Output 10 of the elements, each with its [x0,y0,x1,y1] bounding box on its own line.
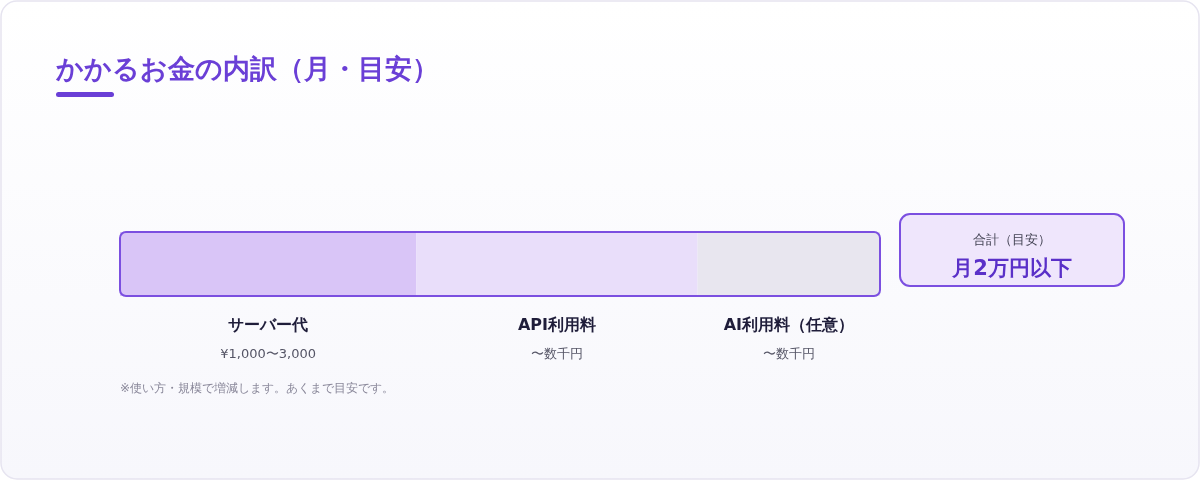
chart-title: かかるお金の内訳（月・目安） [55,53,439,84]
text: 合計（目安） [973,232,1051,247]
text: 月2万円以下 [951,256,1072,280]
text: ※使い方・規模で増減します。あくまで目安です。 [120,381,395,395]
text: ¥1,000〜3,000 [220,346,317,361]
series-label: API利用料 [517,315,597,334]
text: 〜数千円 [531,346,583,361]
series-label: AI利用料（任意） [723,315,854,334]
text: 〜数千円 [762,346,815,361]
series-label: サーバー代 [228,315,309,334]
